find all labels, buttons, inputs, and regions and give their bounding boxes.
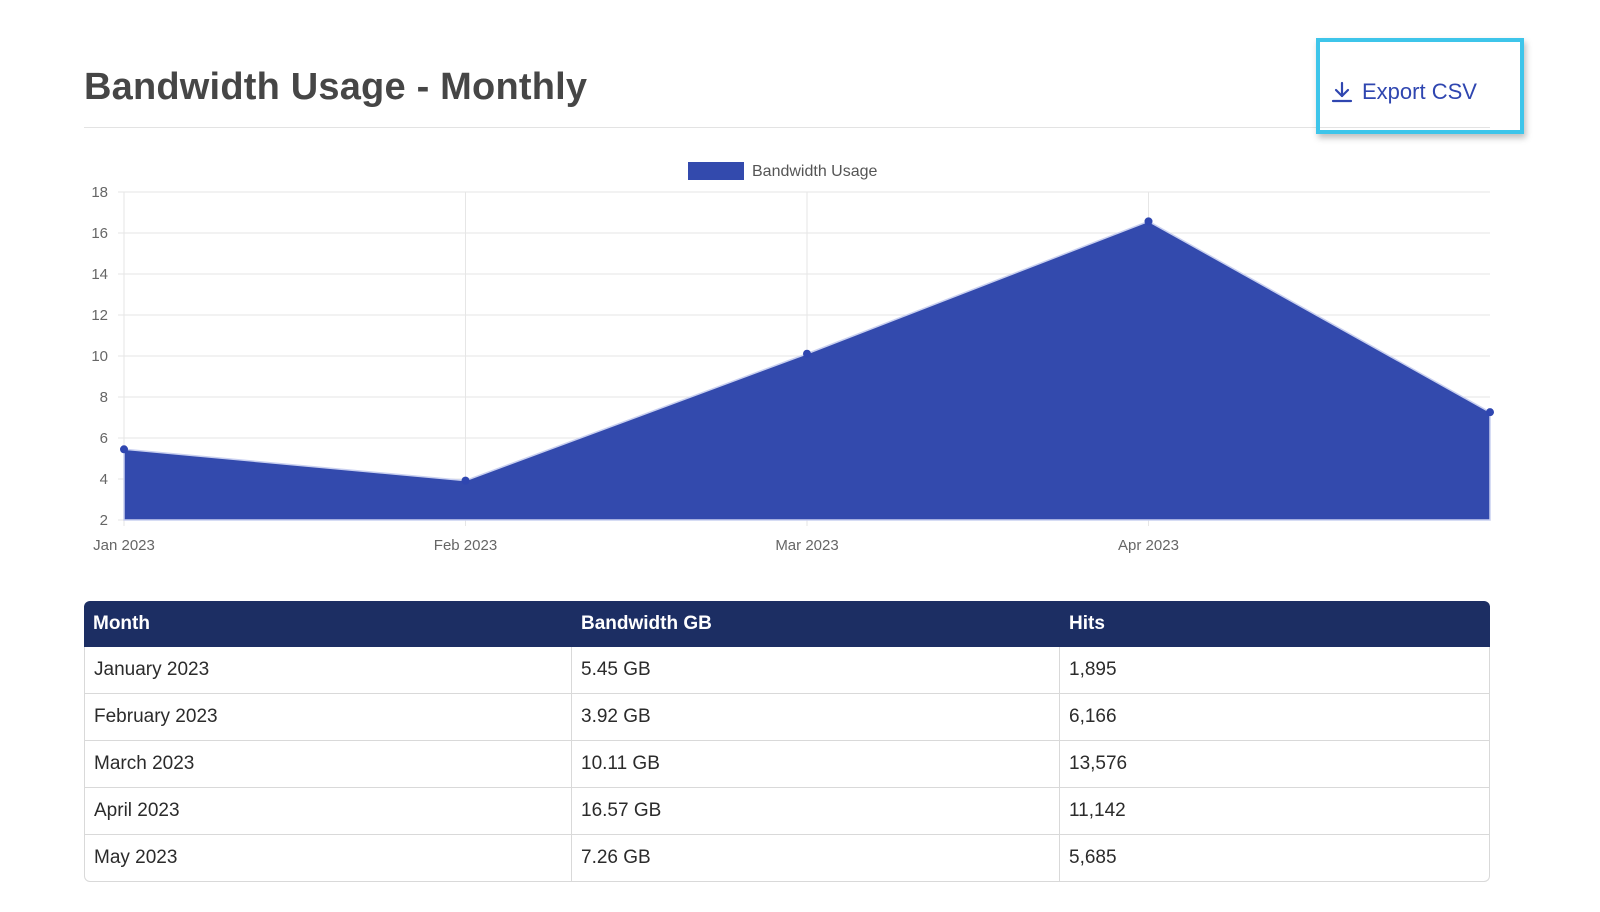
cell-hits: 6,166	[1060, 694, 1490, 741]
chart-legend: Bandwidth Usage	[688, 162, 878, 180]
legend-label: Bandwidth Usage	[752, 163, 878, 180]
cell-hits: 11,142	[1060, 788, 1490, 835]
table-header-row: Month Bandwidth GB Hits	[84, 601, 1490, 647]
data-point	[120, 445, 128, 454]
cell-bandwidth: 10.11 GB	[572, 741, 1060, 788]
header-hits: Hits	[1060, 601, 1490, 647]
y-tick-label: 6	[100, 430, 108, 447]
y-tick-label: 2	[100, 512, 108, 529]
cell-bandwidth: 5.45 GB	[572, 647, 1060, 694]
y-tick-label: 4	[100, 471, 108, 488]
table-row: April 2023 16.57 GB 11,142	[84, 788, 1490, 835]
cell-bandwidth: 16.57 GB	[572, 788, 1060, 835]
series-area	[123, 220, 1491, 521]
y-tick-label: 8	[100, 389, 108, 406]
y-tick-label: 12	[91, 307, 108, 324]
bandwidth-area-chart: 2 4 6 8 10 12 14 16 18 Jan 2023 Feb 2023 Mar 2023 A…	[91, 162, 1494, 554]
export-highlight-box	[1316, 38, 1524, 134]
chart-area-layer	[123, 220, 1491, 521]
cell-bandwidth: 3.92 GB	[572, 694, 1060, 741]
header-month: Month	[84, 601, 572, 647]
cell-hits: 1,895	[1060, 647, 1490, 694]
x-axis-ticks: Jan 2023 Feb 2023 Mar 2023 Apr 2023	[93, 537, 1179, 554]
table-row: January 2023 5.45 GB 1,895	[84, 647, 1490, 694]
table-row: February 2023 3.92 GB 6,166	[84, 694, 1490, 741]
cell-month: February 2023	[84, 694, 572, 741]
y-tick-label: 14	[91, 266, 108, 283]
cell-month: April 2023	[84, 788, 572, 835]
header-bandwidth: Bandwidth GB	[572, 601, 1060, 647]
title-divider	[84, 127, 1490, 128]
cell-month: January 2023	[84, 647, 572, 694]
data-point	[803, 349, 811, 358]
data-point	[1486, 408, 1494, 417]
x-tick-label: Apr 2023	[1118, 537, 1179, 554]
chart-points	[120, 217, 1494, 485]
data-point	[1144, 217, 1153, 226]
cell-hits: 5,685	[1060, 835, 1490, 882]
x-tick-label: Feb 2023	[434, 537, 497, 554]
x-tick-label: Mar 2023	[775, 537, 838, 554]
table-row: March 2023 10.11 GB 13,576	[84, 741, 1490, 788]
y-tick-label: 10	[91, 348, 108, 365]
table-row: May 2023 7.26 GB 5,685	[84, 835, 1490, 882]
data-point	[461, 476, 470, 485]
cell-month: May 2023	[84, 835, 572, 882]
legend-swatch	[688, 162, 744, 180]
export-csv-button[interactable]: Export CSV	[1326, 70, 1481, 114]
cell-month: March 2023	[84, 741, 572, 788]
y-tick-label: 18	[91, 184, 108, 201]
cell-bandwidth: 7.26 GB	[572, 835, 1060, 882]
page-title: Bandwidth Usage - Monthly	[84, 66, 588, 108]
cell-hits: 13,576	[1060, 741, 1490, 788]
export-csv-label: Export CSV	[1362, 79, 1477, 104]
y-axis-ticks: 2 4 6 8 10 12 14 16 18	[91, 184, 108, 529]
x-tick-label: Jan 2023	[93, 537, 155, 554]
y-tick-label: 16	[91, 225, 108, 242]
bandwidth-table: Month Bandwidth GB Hits January 2023 5.4…	[84, 601, 1490, 882]
download-icon	[1330, 80, 1354, 104]
